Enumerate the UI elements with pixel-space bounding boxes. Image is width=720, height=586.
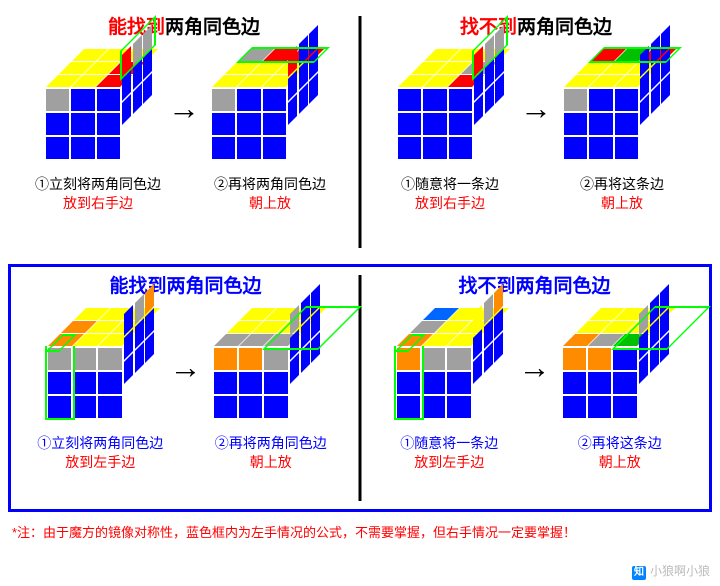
instruction-row: 能找到两角同色边→①立刻将两角同色边放到左手边②再将两角同色边朝上放找不到两角同… bbox=[8, 264, 712, 512]
vertical-separator bbox=[359, 275, 362, 501]
rubiks-cube bbox=[558, 47, 680, 169]
arrow-icon: → bbox=[520, 90, 552, 127]
instruction-row: 能找到两角同色边→①立刻将两角同色边放到右手边②再将两角同色边朝上放找不到两角同… bbox=[8, 8, 712, 256]
caption-2: ②再将这条边朝上放 bbox=[535, 434, 706, 472]
rubiks-cube bbox=[206, 47, 328, 169]
caption-1: ①随意将一条边放到右手边 bbox=[364, 175, 536, 213]
rubiks-cube bbox=[392, 47, 514, 169]
caption-2: ②再将两角同色边朝上放 bbox=[184, 175, 356, 213]
caption-1: ①立刻将两角同色边放到右手边 bbox=[12, 175, 184, 213]
panel-title: 找不到两角同色边 bbox=[458, 271, 610, 298]
caption-2: ②再将这条边朝上放 bbox=[536, 175, 708, 213]
instruction-panel: 找不到两角同色边 → ①随意将一条边放到左手边②再将这条边朝上放 bbox=[360, 267, 709, 509]
instruction-panel: 找不到两角同色边 → ①随意将一条边放到右手边②再将这条边朝上放 bbox=[360, 8, 712, 256]
arrow-icon: → bbox=[168, 90, 200, 127]
panel-title: 能找到两角同色边 bbox=[108, 12, 260, 39]
arrow-icon: → bbox=[170, 349, 202, 386]
vertical-separator bbox=[359, 16, 362, 248]
caption-1: ①随意将一条边放到左手边 bbox=[364, 434, 535, 472]
rubiks-cube bbox=[557, 306, 679, 428]
rubiks-cube bbox=[391, 306, 513, 428]
panel-title: 找不到两角同色边 bbox=[460, 12, 612, 39]
arrow-icon: → bbox=[519, 349, 551, 386]
rubiks-cube bbox=[208, 306, 330, 428]
footer-note: *注：由于魔方的镜像对称性，蓝色框内为左手情况的公式，不需要掌握，但右手情况一定… bbox=[8, 522, 712, 541]
caption-1: ①立刻将两角同色边放到左手边 bbox=[15, 434, 186, 472]
rubiks-cube bbox=[40, 47, 162, 169]
instruction-panel: 能找到两角同色边 → ①立刻将两角同色边放到左手边②再将两角同色边朝上放 bbox=[11, 267, 360, 509]
rubiks-cube bbox=[42, 306, 164, 428]
panel-title: 能找到两角同色边 bbox=[109, 271, 261, 298]
watermark: 知小狼啊小狼 bbox=[632, 562, 710, 580]
instruction-panel: 能找到两角同色边 → ①立刻将两角同色边放到右手边②再将两角同色边朝上放 bbox=[8, 8, 360, 256]
caption-2: ②再将两角同色边朝上放 bbox=[186, 434, 357, 472]
